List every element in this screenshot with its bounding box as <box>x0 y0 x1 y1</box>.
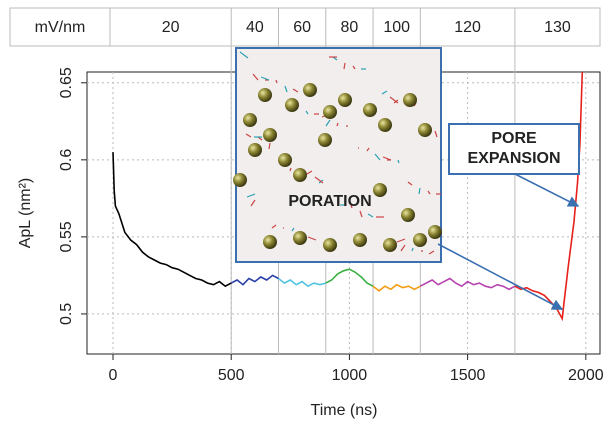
inset-atom <box>263 128 277 142</box>
inset-image <box>233 47 442 263</box>
inset-stick <box>250 199 256 207</box>
x-tick-label: 1000 <box>332 367 368 384</box>
inset-atom <box>413 233 427 247</box>
inset-stick <box>389 96 399 104</box>
y-axis-label: ApL (nm²) <box>17 178 34 249</box>
inset-stick <box>352 65 356 70</box>
y-tick-label: 0.55 <box>58 221 75 252</box>
series-line <box>112 152 232 288</box>
band-value: 40 <box>246 19 264 36</box>
inset-stick <box>284 85 288 93</box>
inset-stick <box>314 176 324 184</box>
inset-stick <box>434 130 438 138</box>
series-line <box>230 274 279 286</box>
inset-stick <box>325 119 331 127</box>
inset-stick <box>271 224 277 229</box>
band-value: 60 <box>293 19 311 36</box>
inset-stick <box>397 159 400 164</box>
inset-stick <box>343 62 346 70</box>
inset-stick <box>381 90 388 95</box>
series-line <box>372 283 421 292</box>
inset-stick <box>268 142 271 150</box>
inset-atom <box>418 123 432 137</box>
inset-atom <box>378 118 392 132</box>
inset-stick <box>305 110 309 115</box>
inset-atom <box>258 88 272 102</box>
inset-stick <box>382 156 392 161</box>
band-label-cell <box>9 7 111 47</box>
inset-stick <box>291 227 295 232</box>
inset-atom <box>338 93 352 107</box>
band-label: mV/nm <box>35 19 86 36</box>
inset-stick <box>427 190 431 195</box>
inset-atom <box>233 173 247 187</box>
y-tick-label: 0.6 <box>58 149 75 171</box>
x-tick-label: 2000 <box>568 367 604 384</box>
inset-atom <box>353 233 367 247</box>
inset-atom <box>383 238 397 252</box>
y-tick-label: 0.5 <box>58 303 75 325</box>
inset-atom <box>243 113 257 127</box>
inset-atom <box>401 208 415 222</box>
band-value: 130 <box>544 19 571 36</box>
annotation: PORE EXPANSION <box>467 130 560 167</box>
inset-stick <box>275 79 278 84</box>
inset-stick <box>239 51 249 59</box>
annotation-arrow <box>437 243 564 311</box>
inset-stick <box>396 238 406 243</box>
inset-stick <box>260 76 270 81</box>
inset-stick <box>307 236 317 241</box>
series-line <box>325 268 374 287</box>
inset-atom <box>363 103 377 117</box>
band-value: 120 <box>454 19 481 36</box>
inset-atom <box>323 105 337 119</box>
inset-stick <box>336 122 339 127</box>
inset-atom <box>373 183 387 197</box>
inset-atom <box>303 83 317 97</box>
inset-atom <box>278 153 292 167</box>
band-value: 100 <box>383 19 410 36</box>
band-row <box>109 7 601 47</box>
inset-stick <box>407 181 413 186</box>
inset-stick <box>246 193 256 198</box>
inset-stick <box>428 250 435 255</box>
series-line <box>514 71 584 322</box>
band-value: 20 <box>162 19 180 36</box>
inset-atom <box>293 168 307 182</box>
inset-stick <box>418 187 421 195</box>
x-axis-label: Time (ns) <box>311 402 378 419</box>
inset-stick <box>289 167 292 172</box>
x-tick-label: 1500 <box>450 367 486 384</box>
annotation: PORATION <box>288 193 371 210</box>
inset-stick <box>367 213 374 218</box>
annotation-box <box>448 123 580 175</box>
band-value: 80 <box>341 19 359 36</box>
inset-stick <box>252 73 259 81</box>
inset-atom <box>248 143 262 157</box>
inset-stick <box>350 204 353 209</box>
inset-stick <box>374 153 381 161</box>
y-tick-label: 0.65 <box>58 67 75 98</box>
inset-atom <box>318 133 332 147</box>
inset-stick <box>292 88 299 93</box>
inset-atom <box>285 98 299 112</box>
x-tick-label: 0 <box>109 367 118 384</box>
inset-atom <box>403 93 417 107</box>
series-line <box>419 277 516 291</box>
inset-atom <box>293 231 307 245</box>
inset-atom <box>263 235 277 249</box>
inset-stick <box>245 133 252 138</box>
inset-stick <box>400 244 406 252</box>
annotation-arrow <box>514 173 580 207</box>
inset-atom <box>323 238 337 252</box>
inset-stick <box>366 147 370 152</box>
series-line <box>278 277 327 288</box>
x-tick-label: 500 <box>218 367 245 384</box>
inset-stick <box>306 170 313 175</box>
inset-atom <box>428 225 442 239</box>
inset-stick <box>411 247 414 252</box>
inset-stick <box>359 210 363 218</box>
